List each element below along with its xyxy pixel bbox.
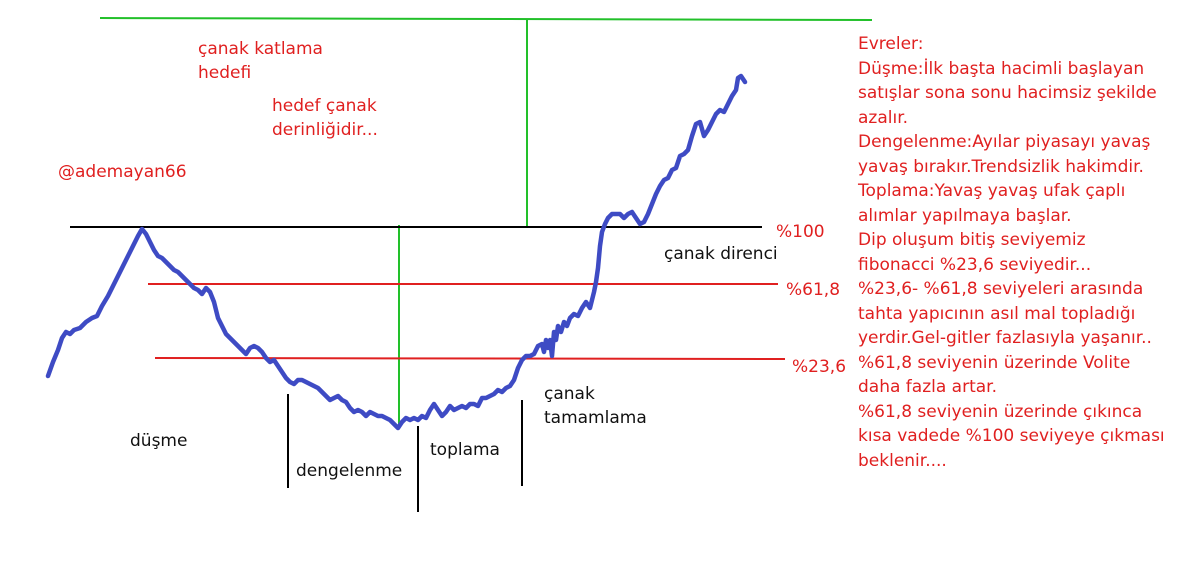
note-line: %61,8 seviyenin üzerinde çıkınca <box>858 401 1143 422</box>
phase-dengelenme-label: dengelenme <box>296 461 403 481</box>
note-line: kısa vadede %100 seviyeye çıkması <box>858 426 1165 446</box>
target-title: çanak katlama hedefi <box>198 39 323 83</box>
note-line: Toplama:Yavaş yavaş ufak çaplı <box>858 181 1126 201</box>
note-line: daha fazla artar. <box>858 377 997 397</box>
note-line: Dengelenme:Ayılar piyasayı yavaş <box>858 132 1151 152</box>
note-line: Evreler: <box>858 34 924 54</box>
fib-line-23-6 <box>154 357 786 360</box>
note-line: %23,6- %61,8 seviyeleri arasında <box>858 279 1144 299</box>
note-line: satışlar sona sonu hacimsiz şekilde <box>858 83 1157 103</box>
phase-dusme-label: düşme <box>130 431 188 451</box>
target-depth-note: hedef çanak derinliğidir... <box>272 96 378 140</box>
level-100-label: %100 <box>776 222 825 242</box>
author-handle: @ademayan66 <box>58 162 187 182</box>
note-line: tahta yapıcının asıl mal topladığı <box>858 303 1136 324</box>
phase-notes: Evreler: Düşme:İlk başta hacimli başlayan… <box>858 32 1198 473</box>
note-line: yavaş bırakır.Trendsizlik hakimdir. <box>858 156 1144 177</box>
note-line: %61,8 seviyenin üzerinde Volite <box>858 352 1131 373</box>
note-line: yerdir.Gel-gitler fazlasıyla yaşanır.. <box>858 328 1152 348</box>
note-line: Düşme:İlk başta hacimli başlayan <box>858 58 1145 79</box>
resistance-label: çanak direnci <box>664 244 778 264</box>
target-top-line <box>99 17 873 21</box>
note-line: Dip oluşum bitiş seviyemiz <box>858 230 1086 250</box>
level-23-6-label: %23,6 <box>792 357 847 377</box>
phase-toplama-label: toplama <box>430 440 500 460</box>
note-line: azalır. <box>858 107 909 128</box>
note-line: beklenir.... <box>858 450 947 471</box>
level-61-8-label: %61,8 <box>786 280 841 300</box>
phase-tamamlama-label: çanak tamamlama <box>544 384 647 428</box>
note-line: alımlar yapılmaya başlar. <box>858 205 1072 226</box>
note-line: fibonacci %23,6 seviyedir... <box>858 254 1092 275</box>
price-curve <box>45 73 748 431</box>
